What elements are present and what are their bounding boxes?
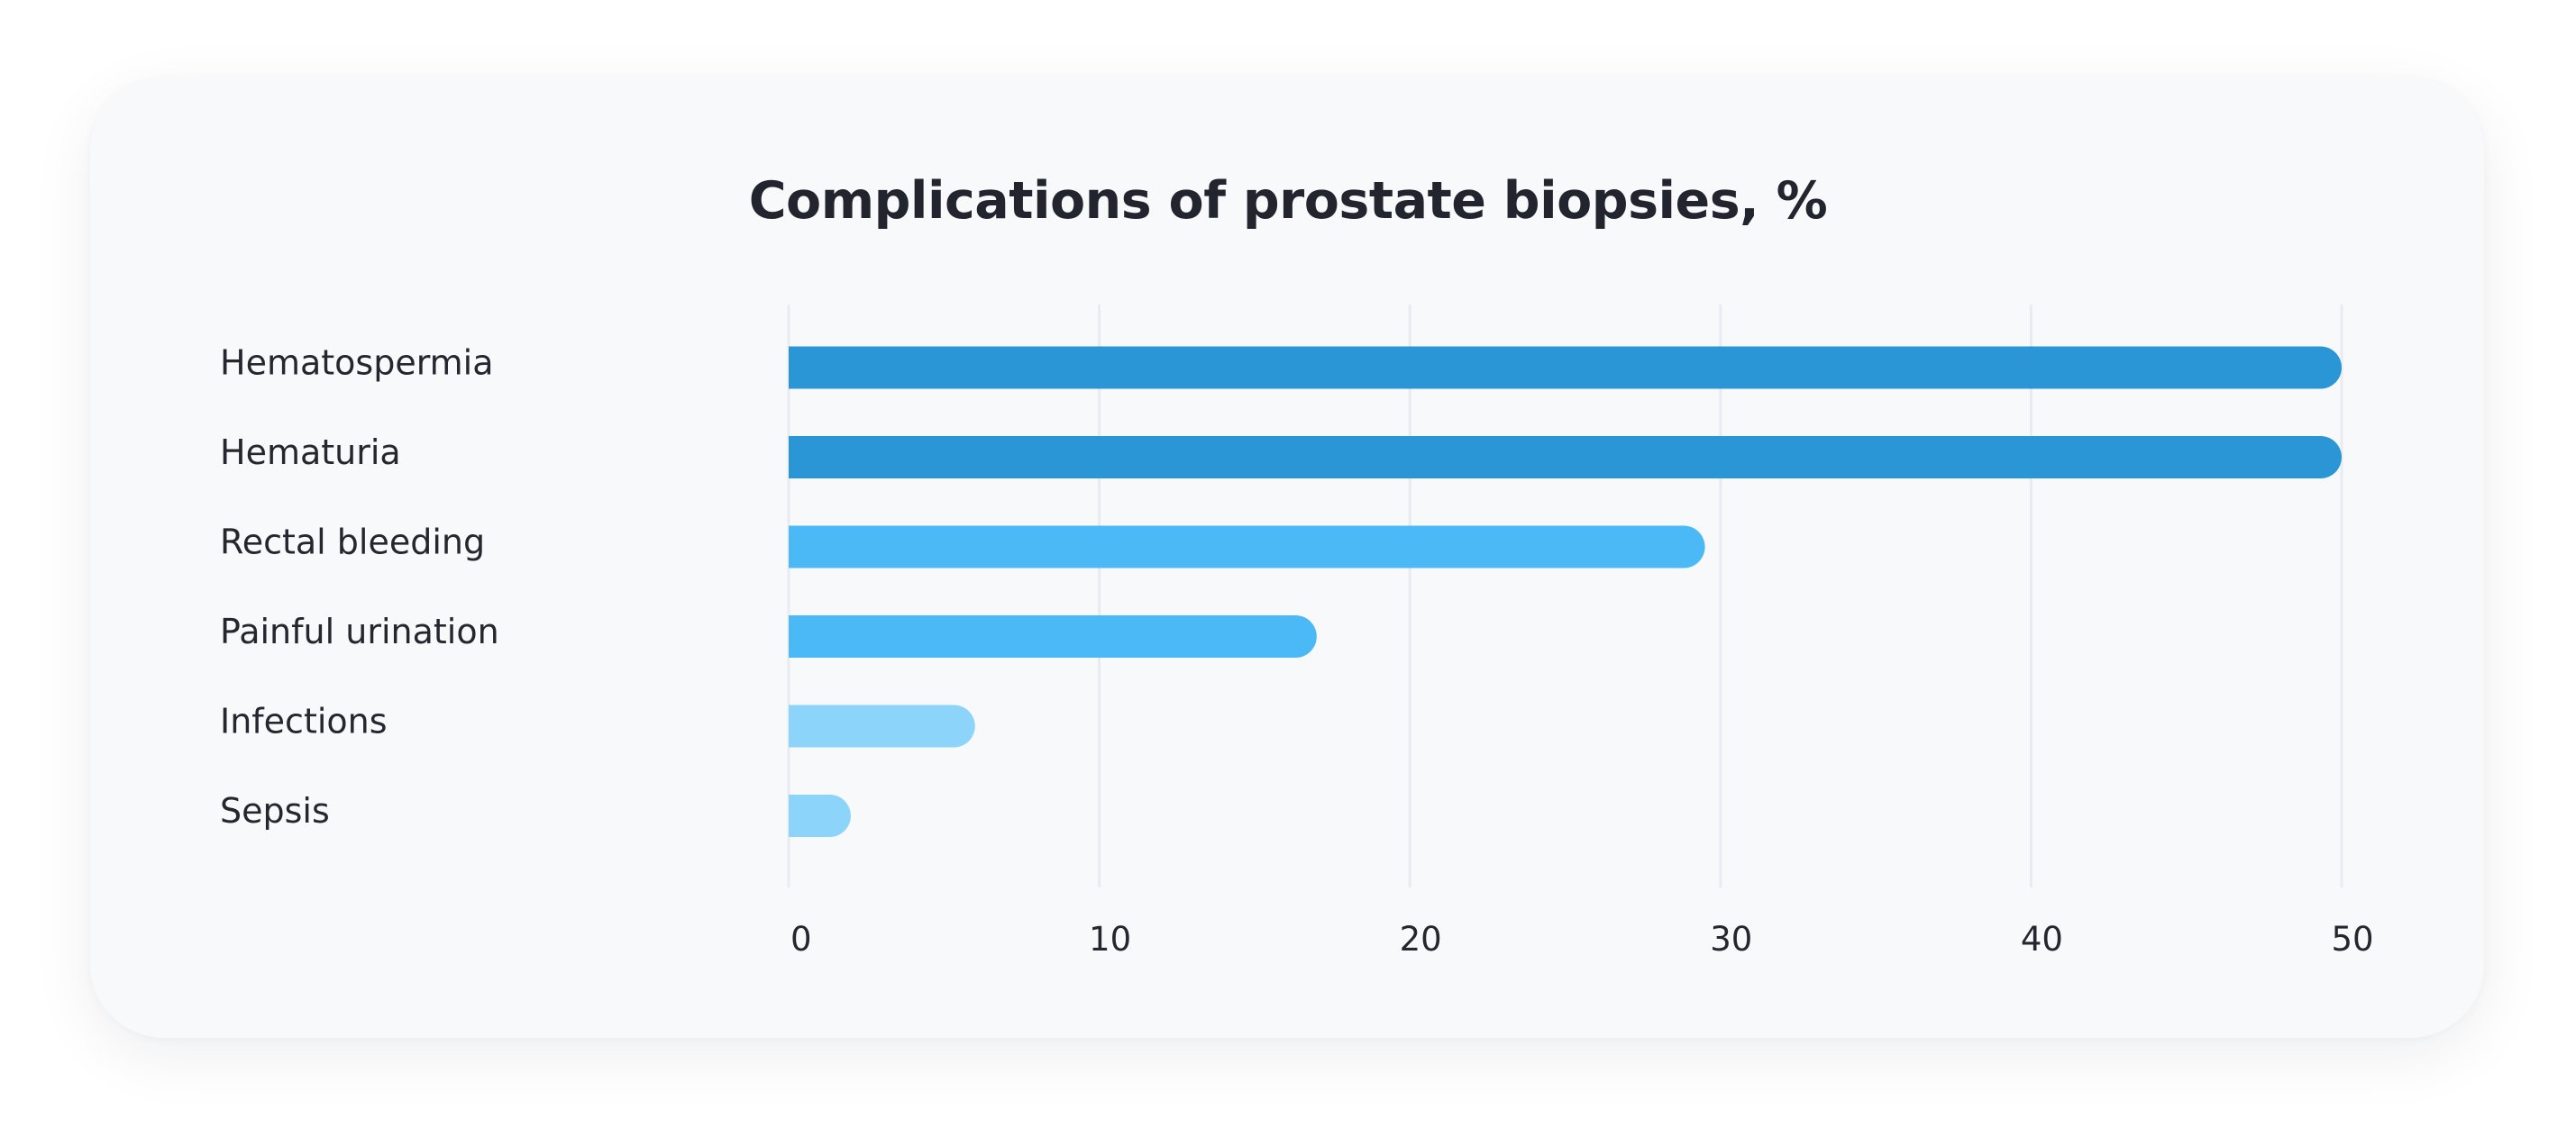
bar [789, 436, 2342, 478]
bar-left-edge [789, 795, 810, 837]
x-axis-ticks: 0 10 20 30 40 50 [790, 920, 2374, 959]
bar-left-edge [789, 705, 810, 748]
category-label: Rectal bleeding [220, 523, 485, 562]
bar-left-edge [789, 436, 810, 478]
chart-title: Complications of prostate biopsies, % [748, 171, 1828, 231]
category-label: Sepsis [220, 791, 330, 831]
x-tick-label: 10 [1089, 920, 1131, 959]
grid-lines [787, 305, 2343, 887]
bar [789, 705, 975, 748]
bars [789, 346, 2342, 837]
x-tick-label: 20 [1400, 920, 1442, 959]
bar-left-edge [789, 615, 810, 658]
category-label: Infections [220, 702, 388, 741]
category-label: Hematospermia [220, 343, 494, 383]
bar-left-edge [789, 525, 810, 568]
bar [789, 346, 2342, 389]
bar [789, 525, 1705, 568]
x-tick-label: 50 [2331, 920, 2373, 959]
x-tick-label: 40 [2021, 920, 2063, 959]
x-tick-label: 30 [1710, 920, 1752, 959]
bar-left-edge [789, 346, 810, 389]
category-label: Hematuria [220, 432, 401, 472]
x-tick-label: 0 [790, 920, 812, 959]
category-labels: Hematospermia Hematuria Rectal bleeding Pai… [220, 343, 499, 832]
category-label: Painful urination [220, 612, 499, 651]
bar [789, 615, 1317, 658]
